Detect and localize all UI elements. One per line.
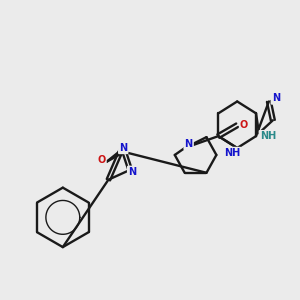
Text: O: O [240, 120, 248, 130]
Text: N: N [272, 94, 280, 103]
Text: N: N [184, 139, 193, 149]
Text: NH: NH [260, 131, 276, 141]
Text: O: O [97, 155, 106, 165]
Text: N: N [119, 143, 127, 153]
Text: NH: NH [224, 148, 240, 158]
Text: N: N [128, 167, 136, 177]
